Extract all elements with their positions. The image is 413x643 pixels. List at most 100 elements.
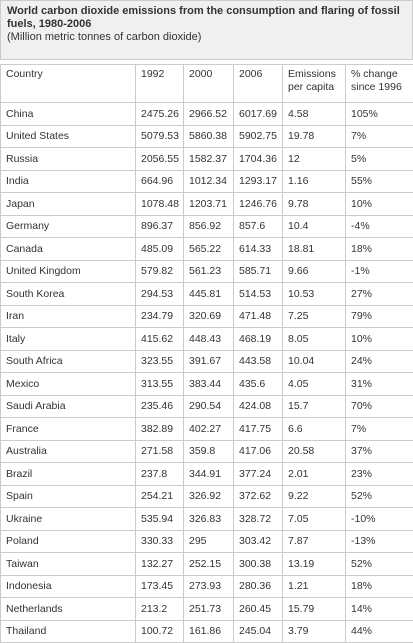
- table-cell: 344.91: [184, 463, 234, 486]
- table-cell: 614.33: [234, 238, 283, 261]
- table-cell: 15.7: [283, 395, 346, 418]
- table-cell: United Kingdom: [1, 260, 136, 283]
- table-cell: 313.55: [136, 373, 184, 396]
- table-cell: 443.58: [234, 350, 283, 373]
- table-cell: 561.23: [184, 260, 234, 283]
- column-header: % change since 1996: [346, 65, 413, 103]
- column-header: 2000: [184, 65, 234, 103]
- table-cell: Germany: [1, 215, 136, 238]
- table-cell: 100.72: [136, 620, 184, 643]
- table-cell: 237.8: [136, 463, 184, 486]
- table-cell: 7.25: [283, 305, 346, 328]
- table-cell: 1012.34: [184, 170, 234, 193]
- table-cell: 12: [283, 148, 346, 171]
- table-cell: 377.24: [234, 463, 283, 486]
- table-cell: 2475.26: [136, 103, 184, 126]
- table-cell: United States: [1, 125, 136, 148]
- table-cell: 415.62: [136, 328, 184, 351]
- table-cell: Mexico: [1, 373, 136, 396]
- table-cell: 391.67: [184, 350, 234, 373]
- table-cell: 254.21: [136, 485, 184, 508]
- table-cell: 294.53: [136, 283, 184, 306]
- table-cell: Saudi Arabia: [1, 395, 136, 418]
- table-cell: 52%: [346, 485, 413, 508]
- table-cell: 15.79: [283, 598, 346, 621]
- table-cell: 448.43: [184, 328, 234, 351]
- table-cell: 1.21: [283, 575, 346, 598]
- table-cell: 252.15: [184, 553, 234, 576]
- table-cell: 471.48: [234, 305, 283, 328]
- table-cell: 105%: [346, 103, 413, 126]
- table-cell: 424.08: [234, 395, 283, 418]
- table-cell: 161.86: [184, 620, 234, 643]
- table-cell: 468.19: [234, 328, 283, 351]
- table-cell: 271.58: [136, 440, 184, 463]
- table-cell: 579.82: [136, 260, 184, 283]
- table-cell: Italy: [1, 328, 136, 351]
- table-cell: 52%: [346, 553, 413, 576]
- table-cell: 37%: [346, 440, 413, 463]
- table-cell: 326.83: [184, 508, 234, 531]
- table-cell: 295: [184, 530, 234, 553]
- table-cell: China: [1, 103, 136, 126]
- table-cell: 10.53: [283, 283, 346, 306]
- table-cell: 372.62: [234, 485, 283, 508]
- table-cell: India: [1, 170, 136, 193]
- title: World carbon dioxide emissions from the …: [7, 5, 406, 31]
- table-cell: 79%: [346, 305, 413, 328]
- table-cell: 1.16: [283, 170, 346, 193]
- table-cell: 1246.76: [234, 193, 283, 216]
- table-cell: 382.89: [136, 418, 184, 441]
- table-cell: 2.01: [283, 463, 346, 486]
- table-cell: Taiwan: [1, 553, 136, 576]
- table-cell: 273.93: [184, 575, 234, 598]
- table-cell: 260.45: [234, 598, 283, 621]
- table-cell: 445.81: [184, 283, 234, 306]
- table-cell: 251.73: [184, 598, 234, 621]
- table-cell: South Korea: [1, 283, 136, 306]
- table-cell: 4.05: [283, 373, 346, 396]
- table-cell: 9.78: [283, 193, 346, 216]
- table-cell: 6.6: [283, 418, 346, 441]
- table-cell: 383.44: [184, 373, 234, 396]
- table-cell: Iran: [1, 305, 136, 328]
- column-header: 1992: [136, 65, 184, 103]
- table-cell: 323.55: [136, 350, 184, 373]
- table-cell: 9.66: [283, 260, 346, 283]
- table-cell: 235.46: [136, 395, 184, 418]
- table-cell: 320.69: [184, 305, 234, 328]
- table-cell: 7.87: [283, 530, 346, 553]
- table-cell: 565.22: [184, 238, 234, 261]
- table-cell: Brazil: [1, 463, 136, 486]
- table-cell: 7.05: [283, 508, 346, 531]
- table-cell: 5902.75: [234, 125, 283, 148]
- table-cell: South Africa: [1, 350, 136, 373]
- table-cell: -10%: [346, 508, 413, 531]
- table-cell: 1582.37: [184, 148, 234, 171]
- table-cell: 585.71: [234, 260, 283, 283]
- table-cell: 234.79: [136, 305, 184, 328]
- table-cell: 10.04: [283, 350, 346, 373]
- table-cell: 24%: [346, 350, 413, 373]
- table-cell: Canada: [1, 238, 136, 261]
- table-cell: 18%: [346, 575, 413, 598]
- table-cell: 303.42: [234, 530, 283, 553]
